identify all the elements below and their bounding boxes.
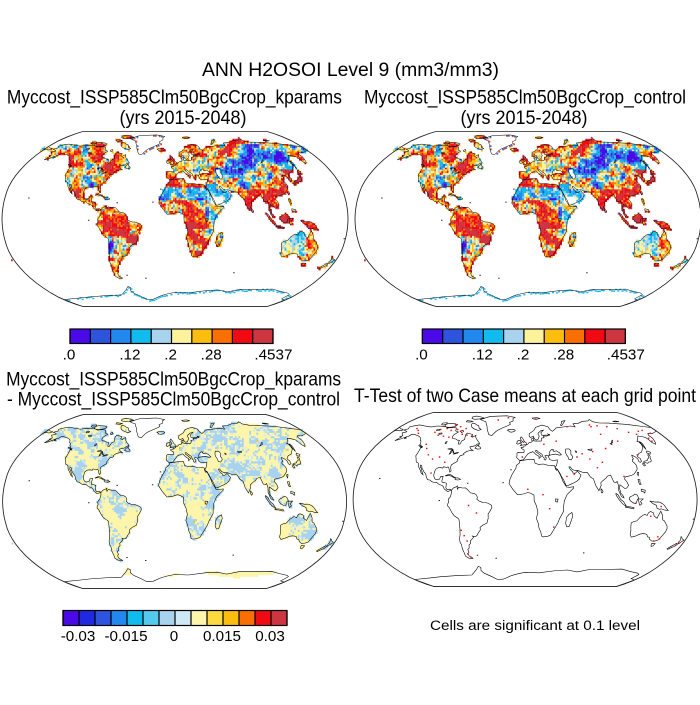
- svg-text:-0.015: -0.015: [104, 628, 147, 645]
- svg-text:.12: .12: [472, 346, 493, 363]
- svg-text:.4537: .4537: [607, 346, 645, 363]
- svg-text:- Myccost_ISSP585Clm50BgcCrop_: - Myccost_ISSP585Clm50BgcCrop_control: [7, 388, 340, 410]
- svg-text:.0: .0: [415, 346, 428, 363]
- svg-text:0: 0: [170, 628, 178, 645]
- svg-text:(yrs 2015-2048): (yrs 2015-2048): [120, 107, 247, 129]
- svg-text:Myccost_ISSP585Clm50BgcCrop_co: Myccost_ISSP585Clm50BgcCrop_control: [364, 87, 686, 109]
- svg-text:Myccost_ISSP585Clm50BgcCrop_kp: Myccost_ISSP585Clm50BgcCrop_kparams: [6, 369, 341, 391]
- svg-text:-0.03: -0.03: [61, 628, 96, 645]
- svg-text:Myccost_ISSP585Clm50BgcCrop_kp: Myccost_ISSP585Clm50BgcCrop_kparams: [7, 87, 342, 109]
- svg-text:T-Test of two Case means at ea: T-Test of two Case means at each grid po…: [354, 385, 697, 407]
- svg-text:.2: .2: [164, 346, 177, 363]
- svg-text:.28: .28: [201, 346, 222, 363]
- svg-text:(yrs 2015-2048): (yrs 2015-2048): [461, 107, 588, 129]
- svg-text:.28: .28: [553, 346, 574, 363]
- svg-text:.2: .2: [517, 346, 530, 363]
- svg-text:.12: .12: [119, 346, 140, 363]
- svg-text:.0: .0: [63, 346, 76, 363]
- svg-text:0.03: 0.03: [255, 628, 285, 645]
- svg-text:0.015: 0.015: [203, 628, 241, 645]
- svg-text:ANN H2OSOI Level 9 (mm3/mm3): ANN H2OSOI Level 9 (mm3/mm3): [202, 59, 499, 81]
- svg-text:.4537: .4537: [254, 346, 292, 363]
- svg-text:Cells are significant at 0.1 l: Cells are significant at 0.1 level: [430, 618, 640, 634]
